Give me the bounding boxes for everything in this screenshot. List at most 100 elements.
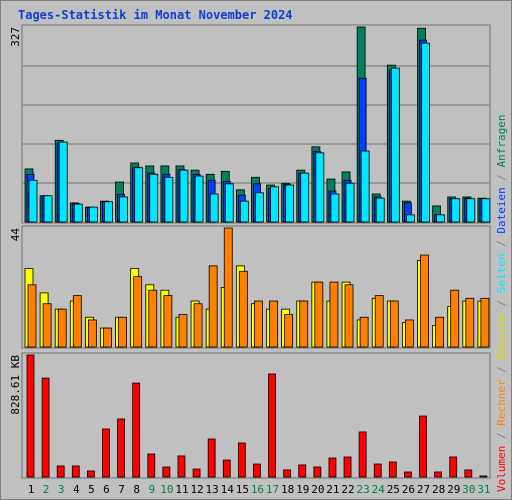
bar [421, 42, 430, 223]
bar [192, 468, 201, 478]
legend: Volumen / Rechner / Besuche / Seiten / D… [495, 114, 508, 492]
bar [149, 173, 159, 223]
bar [449, 456, 458, 478]
bar [404, 471, 412, 478]
x-tick-label: 12 [190, 483, 203, 496]
bar [72, 295, 82, 348]
x-tick-label: 20 [311, 483, 324, 496]
bar [298, 464, 307, 478]
x-tick-label: 29 [447, 483, 460, 496]
bar [103, 327, 112, 348]
x-tick-label: 1 [28, 483, 35, 496]
x-tick-label: 31 [477, 483, 490, 496]
bar [58, 141, 68, 223]
bar [420, 254, 429, 348]
bar [284, 314, 294, 348]
bar [373, 463, 382, 478]
bar [119, 196, 128, 223]
x-tick-label: 24 [372, 483, 386, 496]
bar [237, 442, 246, 478]
x-tick-label: 10 [160, 483, 173, 496]
x-tick-label: 16 [251, 483, 264, 496]
bar [147, 453, 156, 478]
bar [148, 289, 158, 348]
x-tick-label: 14 [221, 483, 235, 496]
bar [465, 297, 475, 348]
y-tick-label: 44 [9, 228, 22, 242]
bar [207, 438, 216, 478]
bar [86, 470, 95, 478]
x-tick-label: 13 [206, 483, 219, 496]
bar [57, 308, 67, 348]
x-tick-label: 26 [402, 483, 415, 496]
x-tick-label: 4 [73, 483, 80, 496]
legend-entry: Anfragen [495, 114, 508, 167]
bar [88, 206, 98, 223]
y-tick-label: 828.61 KB [9, 355, 22, 415]
x-tick-label: 7 [118, 483, 125, 496]
bar [329, 281, 339, 348]
x-tick-label: 21 [326, 483, 339, 496]
bar [480, 297, 490, 348]
bar [132, 382, 141, 478]
bar [224, 183, 234, 223]
bar [419, 415, 427, 478]
legend-separator: / [495, 167, 508, 187]
legend-separator: / [495, 360, 508, 380]
bar [450, 289, 460, 348]
x-tick-label: 18 [281, 483, 294, 496]
legend-separator: / [495, 426, 508, 446]
legend-separator: / [495, 293, 508, 313]
x-tick-label: 11 [175, 483, 188, 496]
bar [375, 197, 385, 223]
bar [177, 455, 186, 478]
bar [300, 172, 310, 223]
bar [390, 67, 400, 223]
bar [56, 465, 65, 478]
bar [164, 176, 174, 223]
bar [481, 198, 491, 223]
bar [328, 457, 337, 478]
x-tick-label: 5 [88, 483, 95, 496]
bar [42, 303, 52, 348]
bar [222, 459, 231, 478]
bar [436, 214, 446, 223]
legend-entry: Volumen [495, 446, 508, 492]
bar [223, 227, 233, 348]
bar [87, 319, 97, 348]
bar [133, 276, 143, 348]
bar [26, 354, 35, 478]
bar [239, 200, 249, 223]
bar [299, 300, 309, 348]
bar [330, 193, 340, 223]
bar [208, 265, 218, 348]
bar [209, 193, 219, 223]
x-tick-label: 3 [58, 483, 65, 496]
x-tick-label: 28 [432, 483, 445, 496]
bar [194, 175, 204, 223]
x-tick-label: 8 [133, 483, 140, 496]
bar [268, 373, 276, 478]
chart-title: Tages-Statistik im Monat November 2024 [18, 8, 293, 22]
x-tick-label: 15 [236, 483, 249, 496]
bar [253, 463, 261, 478]
bar [27, 284, 37, 348]
bar [315, 152, 325, 223]
bar [464, 469, 473, 478]
bar [479, 475, 488, 478]
bar [41, 377, 50, 478]
x-tick-label: 2 [43, 483, 50, 496]
x-tick-label: 17 [266, 483, 279, 496]
x-tick-label: 27 [417, 483, 430, 496]
x-tick-label: 19 [296, 483, 309, 496]
bar [285, 184, 295, 223]
bar [163, 295, 173, 348]
bar [104, 201, 113, 223]
x-tick-label: 22 [341, 483, 354, 496]
bar [43, 195, 53, 223]
x-tick-label: 9 [148, 483, 155, 496]
bar [179, 169, 189, 223]
bar [360, 150, 370, 223]
bar [283, 469, 292, 478]
